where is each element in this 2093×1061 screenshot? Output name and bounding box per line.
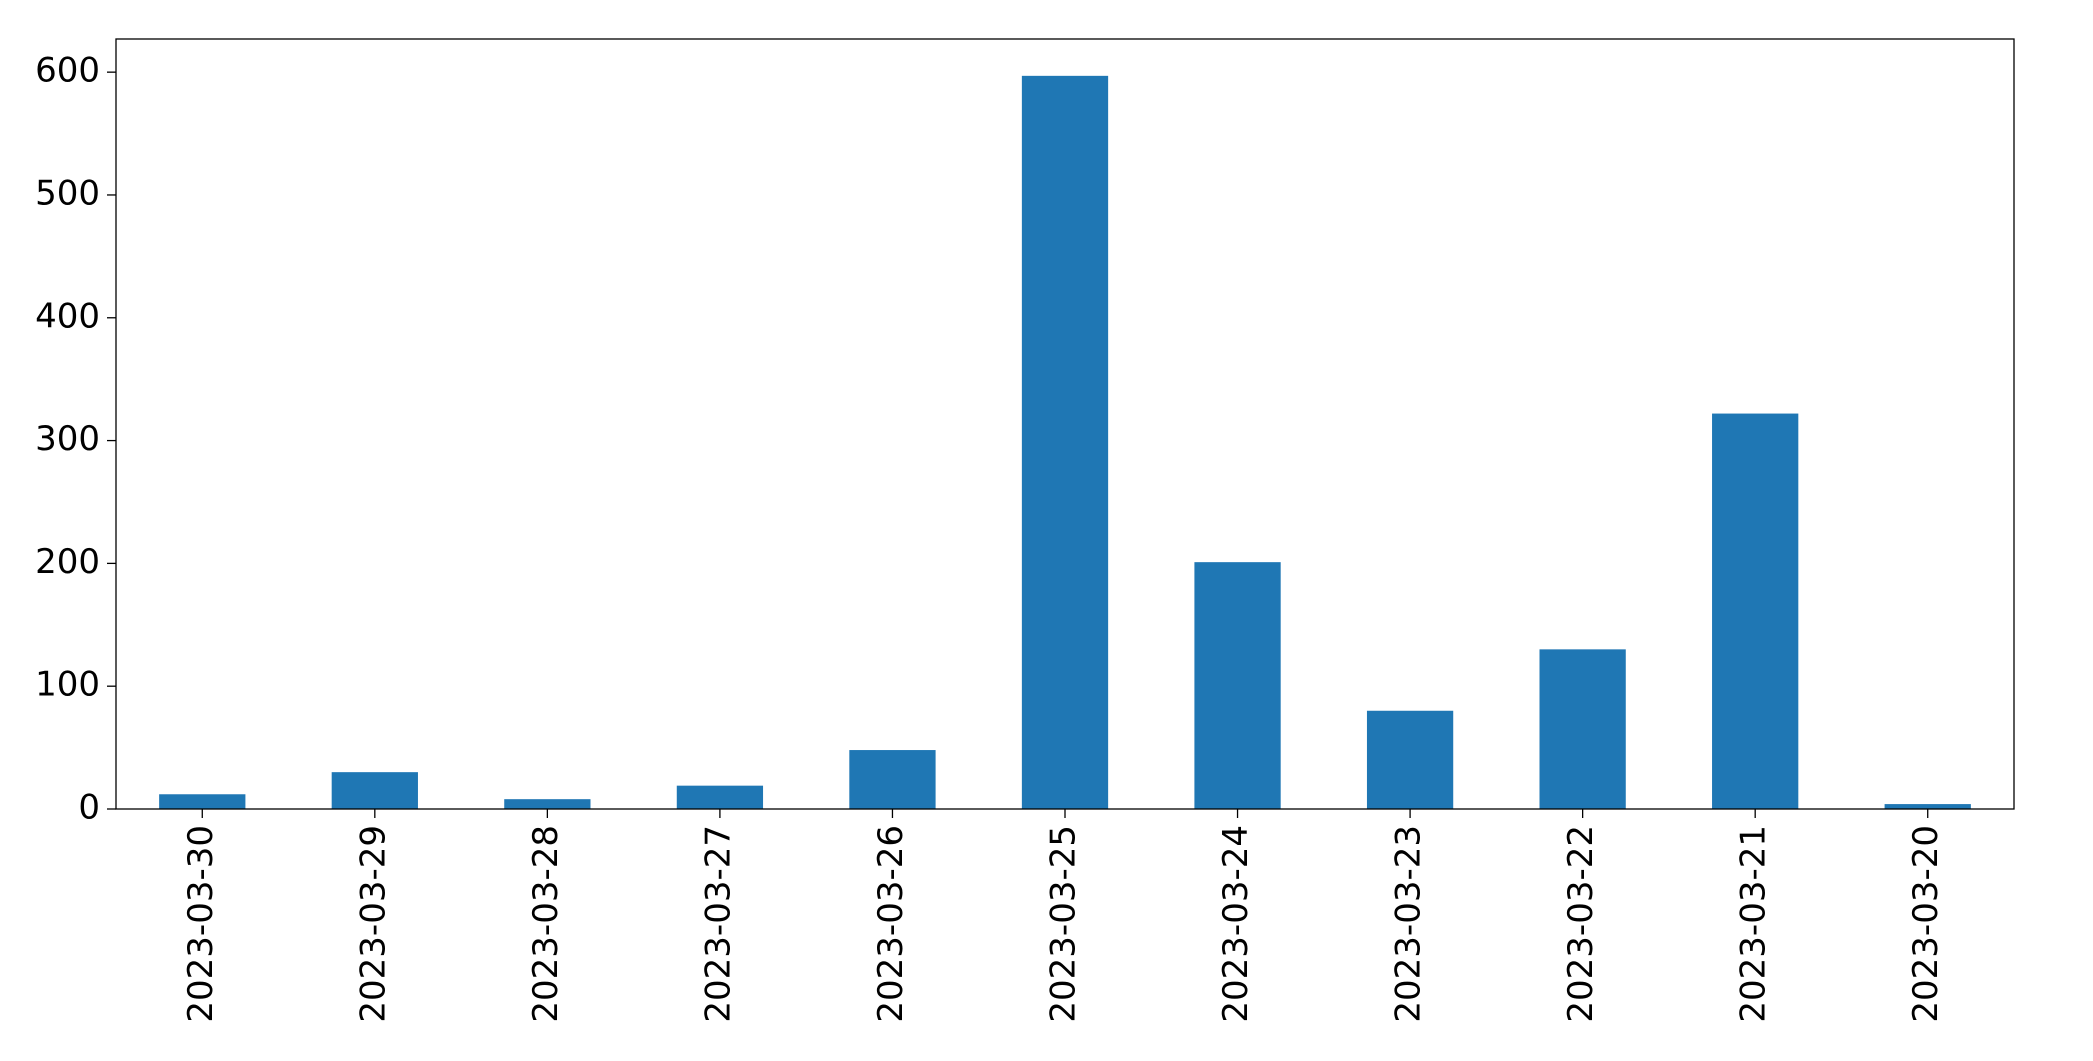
bar — [1539, 649, 1626, 809]
x-tick-label: 2023-03-29 — [353, 825, 393, 1023]
bar — [1712, 413, 1799, 809]
x-tick-label: 2023-03-26 — [871, 825, 911, 1023]
x-tick-label: 2023-03-30 — [181, 825, 221, 1023]
y-tick-label: 300 — [35, 419, 100, 459]
bar — [1366, 710, 1454, 809]
bar — [159, 794, 246, 809]
bar — [1194, 562, 1281, 809]
y-tick-label: 200 — [35, 542, 100, 582]
x-tick-label: 2023-03-27 — [698, 825, 738, 1023]
bar — [331, 772, 418, 809]
x-tick-label: 2023-03-25 — [1044, 825, 1084, 1023]
y-tick-label: 100 — [35, 665, 100, 705]
x-tick-label: 2023-03-23 — [1389, 825, 1429, 1023]
x-tick-label: 2023-03-22 — [1561, 825, 1601, 1023]
x-tick-label: 2023-03-28 — [526, 825, 566, 1023]
x-tick-label: 2023-03-24 — [1216, 825, 1256, 1023]
bar — [849, 750, 936, 809]
y-tick-label: 500 — [35, 173, 100, 213]
y-tick-label: 600 — [35, 51, 100, 91]
plot-frame — [115, 38, 2015, 810]
bar — [504, 799, 591, 809]
bar — [1884, 804, 1971, 809]
bar — [1021, 75, 1109, 809]
x-tick-label: 2023-03-20 — [1906, 825, 1946, 1023]
y-tick-label: 400 — [35, 296, 100, 336]
y-tick-label: 0 — [78, 788, 100, 828]
x-tick-label: 2023-03-21 — [1734, 825, 1774, 1023]
bar — [676, 785, 764, 809]
